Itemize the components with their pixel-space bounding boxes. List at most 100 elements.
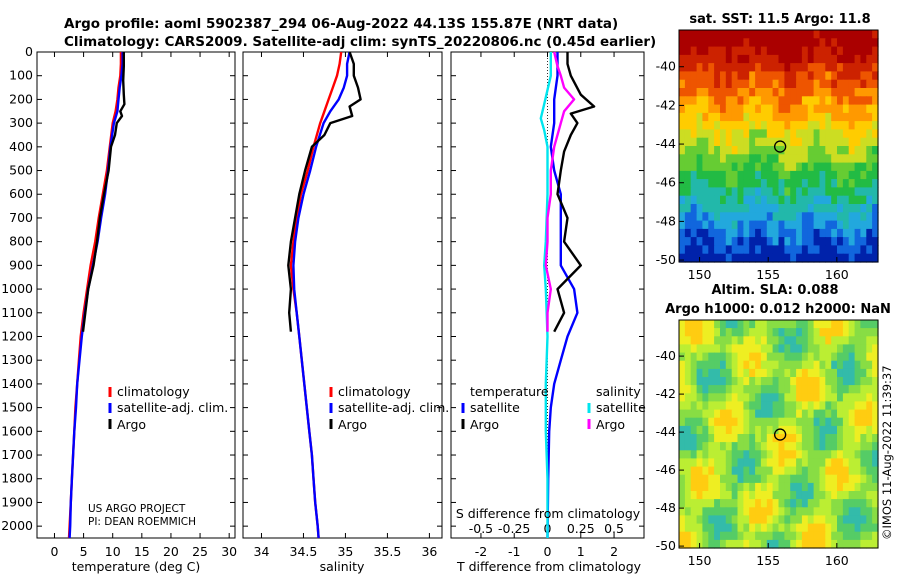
map-cell <box>720 54 727 64</box>
map-cell <box>819 38 826 48</box>
map-cell <box>790 434 797 443</box>
map-cell <box>807 195 815 205</box>
map-cell <box>837 112 844 122</box>
map-cell <box>760 187 768 197</box>
map-cell <box>749 417 756 427</box>
map-cell <box>737 245 744 255</box>
map-cell <box>790 360 797 370</box>
map-cell <box>866 417 873 427</box>
map-cell <box>755 212 762 222</box>
map-cell <box>702 195 709 205</box>
map-cell <box>784 146 791 155</box>
s-tick-label: 0.5 <box>604 521 624 536</box>
map-cell <box>702 377 709 386</box>
map-cell <box>720 38 727 48</box>
map-cell <box>807 54 815 64</box>
map-cell <box>731 352 739 362</box>
map-cell <box>772 466 780 476</box>
map-cell <box>766 137 774 147</box>
map-cell <box>696 507 704 516</box>
map-cell <box>760 195 768 205</box>
y-tick-label: -44 <box>656 136 676 151</box>
map-cell <box>714 129 721 139</box>
y-tick-label: -50 <box>656 252 676 267</box>
map-cell <box>801 179 809 188</box>
map-cell <box>842 515 850 525</box>
map-cell <box>831 245 838 255</box>
map-cell <box>860 38 867 48</box>
map-cell <box>796 385 803 394</box>
map-cell <box>731 46 739 56</box>
map-cell <box>749 220 756 230</box>
map-cell <box>772 368 780 378</box>
map-cell <box>801 499 809 508</box>
map-cell <box>801 96 809 106</box>
map-cell <box>755 401 762 411</box>
map-cell <box>813 71 821 81</box>
map-cell <box>696 474 704 484</box>
map-cell <box>790 195 797 205</box>
map-cell <box>696 137 704 147</box>
map-cell <box>784 137 791 147</box>
map-cell <box>796 170 803 180</box>
map-cell <box>842 458 850 468</box>
map-cell <box>848 129 856 139</box>
map-cell <box>837 220 844 230</box>
map-cell <box>831 212 838 222</box>
map-cell <box>813 385 821 394</box>
map-cell <box>731 253 739 263</box>
map-cell <box>725 38 733 48</box>
map-cell <box>825 523 832 533</box>
map-cell <box>854 137 862 147</box>
map-cell <box>848 30 856 39</box>
map-cell <box>737 466 744 476</box>
map-cell <box>720 96 727 106</box>
map-cell <box>842 137 850 147</box>
map-cell <box>872 204 879 213</box>
map-cell <box>831 360 838 370</box>
map-cell <box>755 344 762 354</box>
map-cell <box>813 336 821 345</box>
map-cell <box>743 146 750 155</box>
map-cell <box>708 336 715 345</box>
map-cell <box>813 228 821 238</box>
map-cell <box>807 539 815 549</box>
map-cell <box>813 195 821 205</box>
map-cell <box>778 336 785 345</box>
map-cell <box>807 146 815 155</box>
x-tick-label: 160 <box>825 267 849 282</box>
map-cell <box>813 170 821 180</box>
map-cell <box>679 38 686 48</box>
map-cell <box>872 237 879 246</box>
map-cell <box>755 112 762 122</box>
map-cell <box>807 442 815 451</box>
map-cell <box>766 170 774 180</box>
map-cell <box>749 71 756 81</box>
map-cell <box>848 104 856 114</box>
map-cell <box>714 425 721 435</box>
map-cell <box>807 385 815 394</box>
series-line-satellite-adj-clim <box>292 51 351 539</box>
x-tick-label: -2 <box>475 544 487 559</box>
map-cell <box>837 352 844 362</box>
map-cell <box>860 523 867 533</box>
y-tick-label: -46 <box>656 462 676 477</box>
map-cell <box>796 539 803 549</box>
map-cell <box>872 368 879 378</box>
map-cell <box>679 401 686 411</box>
map-cell <box>819 450 826 459</box>
map-cell <box>720 482 727 492</box>
map-cell <box>825 195 832 205</box>
map-cell <box>766 245 774 255</box>
map-cell <box>790 344 797 354</box>
legend-label-climatology: climatology <box>338 384 411 399</box>
map-cell <box>760 539 768 549</box>
map-cell <box>679 63 686 72</box>
map-cell <box>813 96 821 106</box>
map-cell <box>784 30 791 39</box>
map-cell <box>720 401 727 411</box>
map-cell <box>684 253 692 263</box>
map-cell <box>866 499 873 508</box>
map-cell <box>778 179 785 188</box>
map-cell <box>766 46 774 56</box>
